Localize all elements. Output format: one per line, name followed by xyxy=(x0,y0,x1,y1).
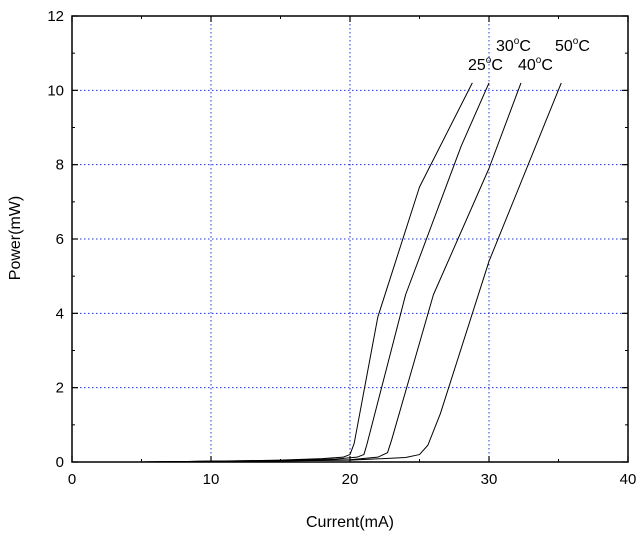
x-axis-label: Current(mA) xyxy=(306,514,394,531)
y-tick-label: 0 xyxy=(56,454,64,471)
y-axis-label: Power(mW) xyxy=(7,196,24,280)
series-line-50C xyxy=(141,82,562,463)
series-label-25C: 25oC xyxy=(468,55,503,74)
y-tick-label: 6 xyxy=(56,231,64,248)
x-tick-label: 0 xyxy=(68,471,76,488)
y-tick-label: 2 xyxy=(56,380,64,397)
series-line-25C xyxy=(141,82,473,463)
grid xyxy=(72,16,628,462)
series-lines xyxy=(141,82,562,463)
series-label-40C: 40oC xyxy=(518,55,553,74)
series-line-30C xyxy=(141,82,490,463)
y-tick-label: 4 xyxy=(56,305,64,322)
x-tick-label: 10 xyxy=(203,471,220,488)
series-label-30C: 30oC xyxy=(496,36,531,55)
x-tick-label: 20 xyxy=(342,471,359,488)
series-label-50C: 50oC xyxy=(555,36,590,55)
y-tick-label: 8 xyxy=(56,157,64,174)
x-tick-label: 40 xyxy=(620,471,637,488)
x-tick-label: 30 xyxy=(481,471,498,488)
ticks: 0 10 20 30 40 0 2 4 6 8 10 12 xyxy=(47,8,636,488)
y-tick-label: 10 xyxy=(47,82,64,99)
y-tick-label: 12 xyxy=(47,8,64,25)
